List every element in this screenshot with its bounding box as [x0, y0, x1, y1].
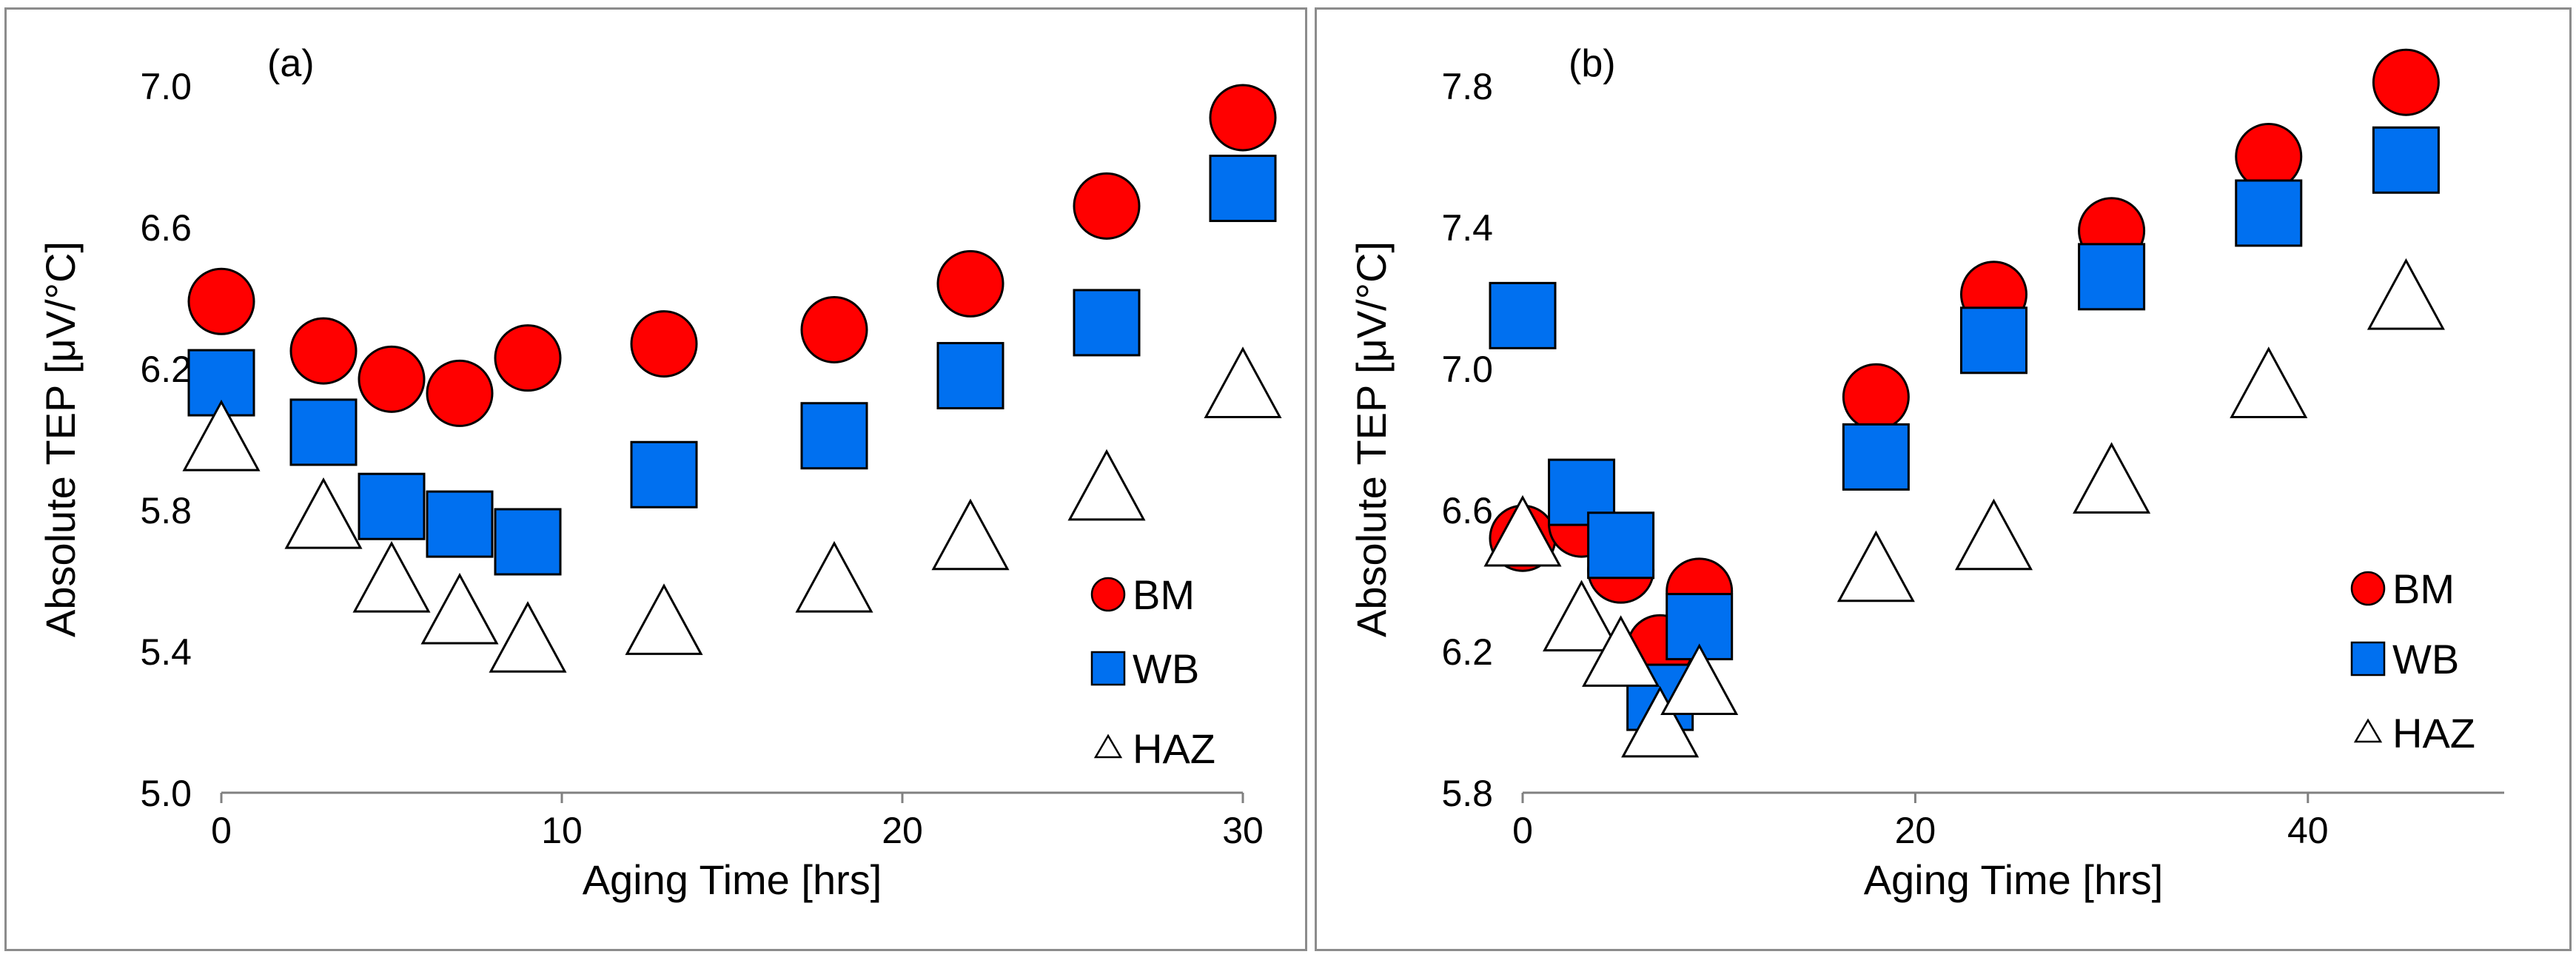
- legend-bm-marker: [2350, 571, 2386, 606]
- legend-haz-label: HAZ: [1133, 725, 1215, 772]
- x-tick-label: 20: [1895, 810, 1936, 851]
- x-tick-label: 20: [882, 810, 923, 851]
- bm-point: [800, 295, 868, 363]
- haz-point: [1954, 498, 2033, 571]
- wb-point: [1842, 423, 1910, 491]
- panel-label: (a): [267, 42, 315, 85]
- bm-point: [630, 310, 698, 378]
- x-axis-title: Aging Time [hrs]: [583, 856, 882, 903]
- panel-label: (b): [1569, 42, 1616, 85]
- x-tick-label: 40: [2287, 810, 2329, 851]
- bm-point: [426, 359, 494, 427]
- haz-point: [1483, 494, 1562, 567]
- haz-point: [1204, 346, 1282, 418]
- haz-point: [489, 601, 567, 673]
- wb-point: [1209, 154, 1277, 222]
- y-tick-label: 5.8: [1441, 773, 1493, 814]
- wb-point: [1587, 511, 1655, 580]
- bm-point: [2235, 123, 2303, 190]
- x-tick-label: 0: [1512, 810, 1533, 851]
- legend-wb-marker: [2350, 641, 2386, 677]
- haz-point: [1582, 615, 1660, 687]
- bm-point: [187, 267, 255, 335]
- haz-point: [420, 572, 499, 645]
- legend-haz-marker: [1093, 734, 1123, 759]
- y-tick-label: 6.6: [1441, 490, 1493, 531]
- haz-point: [795, 540, 873, 613]
- bm-point: [289, 317, 358, 385]
- bm-point: [1209, 84, 1277, 152]
- legend-bm-label: BM: [2392, 565, 2455, 612]
- haz-point: [2073, 442, 2151, 514]
- y-tick-label: 6.2: [140, 349, 192, 390]
- x-tick-label: 30: [1222, 810, 1264, 851]
- legend-bm-marker: [1090, 577, 1126, 612]
- y-tick-label: 7.4: [1441, 207, 1493, 249]
- y-tick-label: 7.0: [1441, 349, 1493, 390]
- wb-point: [2372, 126, 2440, 194]
- wb-point: [2078, 243, 2146, 311]
- y-axis-title: Absolute TEP [μV/°C]: [37, 241, 84, 637]
- y-tick-label: 6.6: [140, 207, 192, 249]
- haz-point: [352, 540, 431, 613]
- x-tick-label: 0: [211, 810, 232, 851]
- haz-point: [931, 498, 1010, 571]
- bm-point: [2372, 48, 2440, 116]
- wb-point: [289, 398, 358, 466]
- wb-point: [2235, 179, 2303, 247]
- wb-point: [1073, 289, 1141, 357]
- y-tick-label: 6.2: [1441, 631, 1493, 673]
- bm-point: [936, 249, 1004, 318]
- haz-point: [284, 477, 363, 549]
- legend-wb-marker: [1090, 651, 1126, 686]
- legend-haz-label: HAZ: [2392, 710, 2475, 756]
- legend-haz-marker: [2353, 718, 2383, 743]
- bm-point: [1073, 172, 1141, 240]
- wb-point: [1959, 306, 2027, 375]
- haz-point: [1621, 685, 1700, 758]
- haz-point: [182, 399, 261, 471]
- x-axis-title: Aging Time [hrs]: [1864, 856, 2164, 903]
- chart-panel-b: 0 20 40 5.8 6.2 6.6 7.0 7.4 7.8 Aging Time [hrs] A…: [1315, 7, 2572, 951]
- bm-point: [358, 345, 426, 413]
- haz-point: [625, 583, 703, 655]
- chart-b-svg: 0 20 40 5.8 6.2 6.6 7.0 7.4 7.8 Aging Time [hrs] A…: [1348, 42, 2504, 903]
- wb-point: [426, 490, 494, 558]
- x-tick-label: 10: [541, 810, 583, 851]
- chart-panel-a: 0 10 20 30 5.0 5.4 5.8 6.2 6.6 7.0 Aging Time [hrs…: [4, 7, 1307, 951]
- y-tick-label: 7.0: [140, 66, 192, 107]
- wb-point: [800, 402, 868, 470]
- y-tick-label: 5.0: [140, 773, 192, 814]
- legend-wb-label: WB: [1133, 645, 1199, 692]
- haz-point: [2367, 258, 2445, 330]
- wb-point: [936, 342, 1004, 410]
- haz-point: [1067, 449, 1146, 521]
- y-axis-title: Absolute TEP [μV/°C]: [1348, 241, 1395, 637]
- legend-bm-label: BM: [1133, 571, 1195, 618]
- legend-wb-label: WB: [2392, 636, 2459, 682]
- haz-point: [2230, 346, 2308, 418]
- chart-a-svg: 0 10 20 30 5.0 5.4 5.8 6.2 6.6 7.0 Aging Time [hrs…: [37, 42, 1282, 903]
- y-tick-label: 5.8: [140, 490, 192, 531]
- wb-point: [358, 472, 426, 540]
- wb-point: [1489, 281, 1557, 349]
- y-tick-label: 7.8: [1441, 66, 1493, 107]
- haz-point: [1543, 580, 1621, 652]
- bm-point: [494, 324, 562, 392]
- haz-point: [1837, 530, 1915, 602]
- wb-point: [494, 508, 562, 576]
- bm-point: [1842, 363, 1910, 431]
- wb-point: [630, 440, 698, 508]
- y-tick-label: 5.4: [140, 631, 192, 673]
- haz-point: [1660, 643, 1739, 716]
